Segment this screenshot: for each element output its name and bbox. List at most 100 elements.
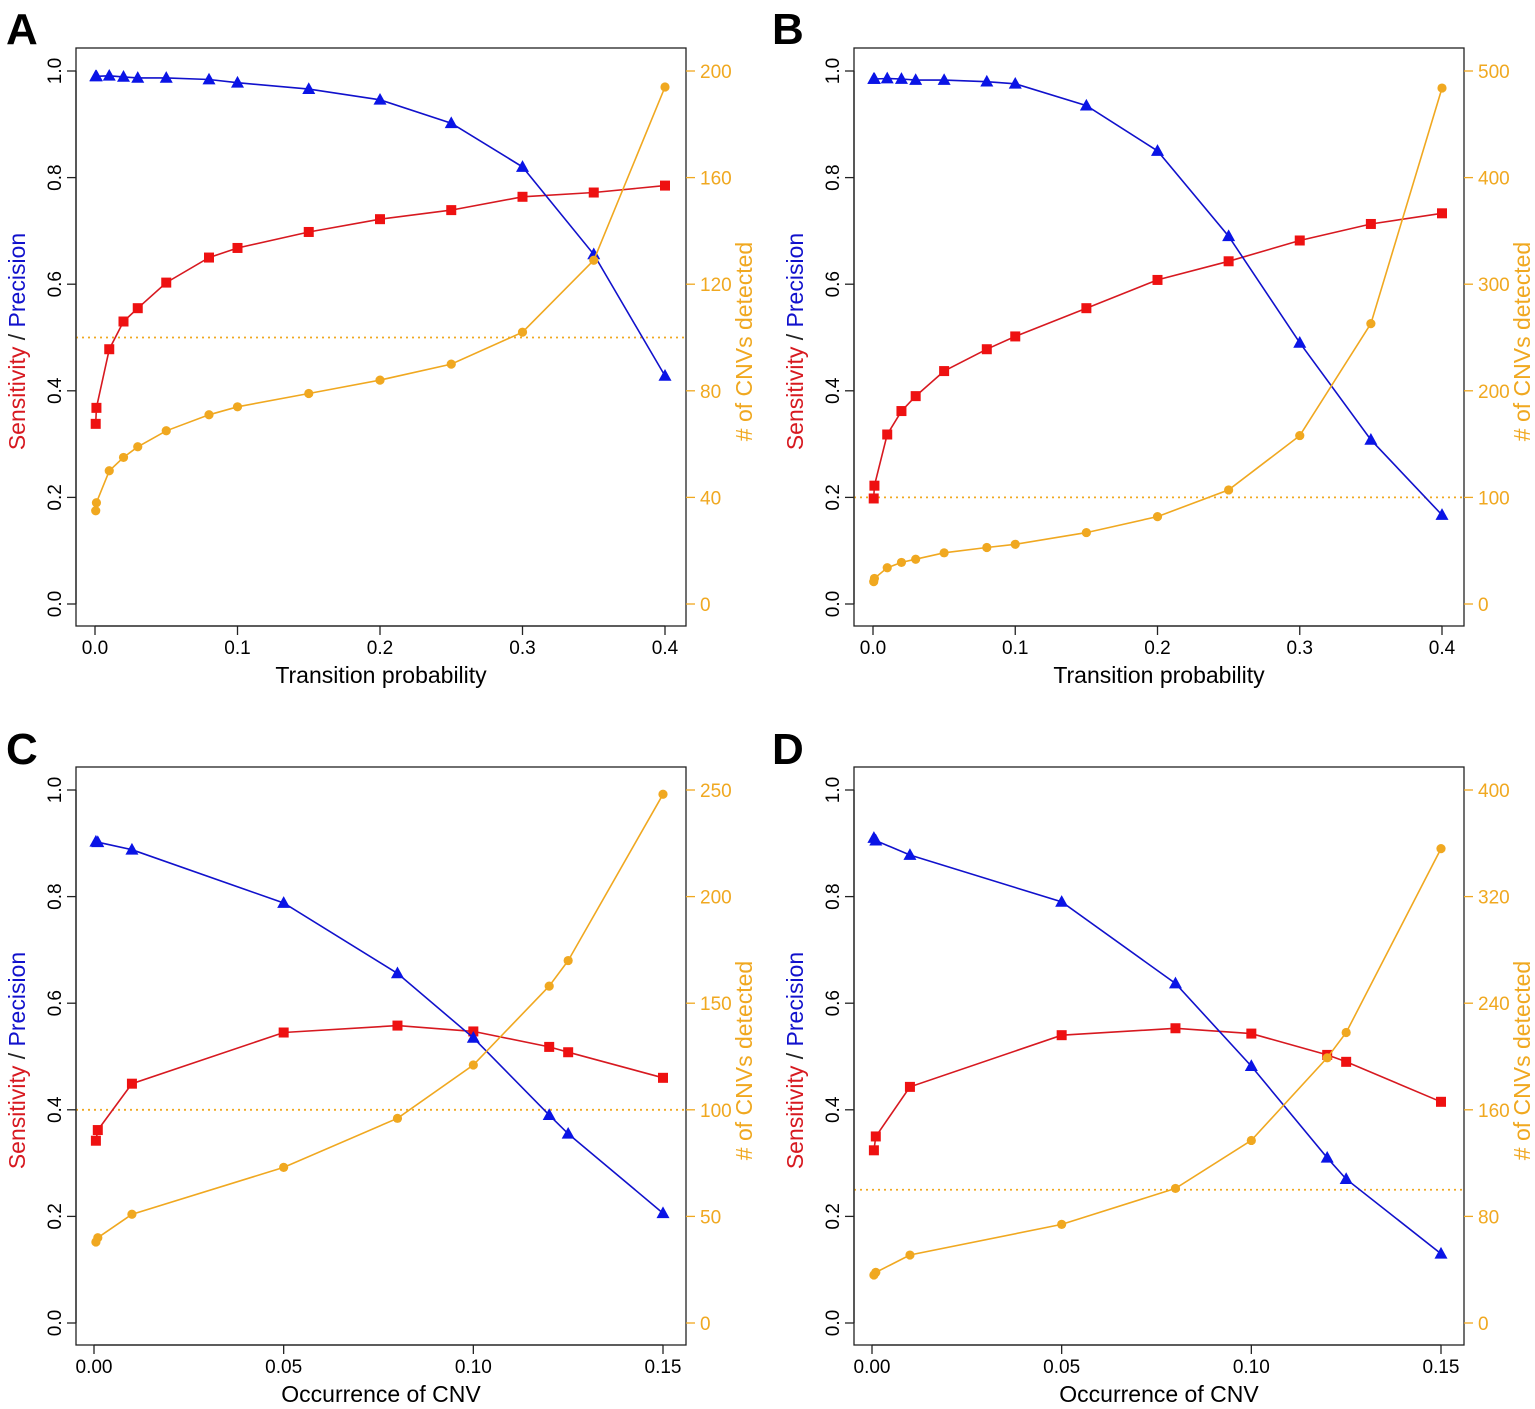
cnv-count-point — [304, 388, 314, 399]
precision-point — [656, 1206, 670, 1219]
right-y-tick-label: 120 — [700, 275, 732, 296]
sensitivity-point — [278, 1027, 289, 1038]
x-tick-label: 0.05 — [1043, 1357, 1080, 1378]
cnv-count-point — [869, 573, 880, 584]
left-y-tick-label: 0.6 — [45, 271, 66, 297]
sensitivity-point — [1436, 1096, 1446, 1107]
x-tick-label: 0.3 — [1287, 638, 1313, 659]
sensitivity-label: Sensitivity — [4, 1065, 30, 1169]
sensitivity-point — [1010, 331, 1021, 342]
cnv-count-series — [869, 844, 1446, 1280]
sensitivity-label: Sensitivity — [782, 346, 808, 450]
right-y-axis-title: # of CNVs detected — [1509, 961, 1535, 1160]
left-y-tick-label: 0.4 — [45, 377, 66, 404]
left-y-tick-label: 0.0 — [45, 1310, 66, 1336]
x-tick-label: 0.2 — [367, 638, 393, 659]
x-tick-label: 0.10 — [455, 1357, 492, 1378]
sensitivity-point — [118, 316, 129, 327]
axis-title-separator: / — [782, 1046, 808, 1065]
right-y-tick-label: 50 — [700, 1207, 721, 1228]
cnv-count-point — [896, 557, 907, 568]
sensitivity-point — [232, 242, 243, 253]
cnv-count-point — [1341, 1027, 1351, 1038]
precision-point — [980, 74, 994, 87]
precision-point — [159, 71, 173, 83]
left-y-tick-label: 1.0 — [45, 58, 66, 84]
right-y-tick-label: 0 — [700, 1314, 711, 1335]
precision-point — [390, 966, 404, 979]
precision-point — [91, 835, 105, 848]
precision-label: Precision — [782, 952, 808, 1047]
cnv-count-point — [544, 981, 554, 991]
precision-point — [937, 73, 951, 85]
x-tick-label: 0.10 — [1233, 1357, 1270, 1378]
sensitivity-point — [588, 187, 599, 198]
sensitivity-point — [1170, 1023, 1181, 1034]
right-y-tick-label: 200 — [700, 62, 732, 83]
panel-b: B 0.0 0.1 0.2 0.3 0.4 Transition probability 0.… — [772, 5, 1535, 688]
cnv-count-point — [563, 955, 573, 966]
precision-point — [516, 160, 529, 172]
cnv-count-point — [871, 1267, 881, 1277]
right-y-tick-label: 0 — [1478, 1314, 1489, 1335]
cnv-count-point — [911, 554, 921, 564]
cnv-count-point — [118, 452, 129, 463]
left-y-tick-label: 0.8 — [45, 883, 66, 909]
precision-point — [89, 69, 103, 82]
sensitivity-point — [90, 418, 101, 429]
precision-point — [373, 92, 387, 105]
sensitivity-point — [446, 205, 457, 216]
right-y-tick-label: 0 — [700, 595, 711, 616]
left-y-axis-title: Sensitivity / Precision — [782, 233, 808, 450]
sensitivity-point — [204, 252, 214, 263]
precision-point — [561, 1126, 575, 1139]
left-y-tick-label: 0.6 — [823, 271, 844, 297]
sensitivity-point — [869, 480, 880, 491]
left-y-tick-label: 0.8 — [823, 883, 844, 909]
precision-point — [1320, 1150, 1334, 1163]
sensitivity-point — [90, 1135, 101, 1146]
precision-point — [1244, 1059, 1258, 1071]
precision-point — [202, 72, 216, 85]
cnv-count-point — [1295, 430, 1305, 441]
left-y-tick-label: 1.0 — [823, 58, 844, 84]
precision-series — [867, 71, 1449, 520]
cnv-count-point — [1224, 485, 1234, 495]
cnv-count-point — [104, 466, 114, 476]
precision-point — [1168, 976, 1182, 989]
precision-point — [131, 71, 145, 83]
panel-c: C 0.00 0.05 0.10 0.15 Occurrence of CNV 0.0 0.2… — [4, 725, 757, 1407]
sensitivity-point — [904, 1081, 915, 1092]
left-y-tick-label: 0.2 — [45, 1203, 66, 1229]
right-y-axis-title: # of CNVs detected — [1509, 242, 1535, 441]
axis-title-separator: / — [782, 327, 808, 346]
sensitivity-series — [868, 1023, 1446, 1156]
right-y-axis-title: # of CNVs detected — [731, 961, 757, 1160]
right-y-tick-label: 250 — [700, 781, 732, 802]
right-y-tick-label: 400 — [1478, 169, 1510, 190]
x-tick-label: 0.3 — [509, 638, 535, 659]
precision-point — [903, 848, 917, 860]
sensitivity-point — [660, 180, 670, 191]
cnv-count-point — [660, 82, 670, 92]
right-y-tick-label: 160 — [1478, 1101, 1510, 1122]
x-tick-label: 0.15 — [645, 1357, 682, 1378]
cnv-count-point — [127, 1209, 137, 1219]
precision-point — [1151, 144, 1164, 156]
left-y-tick-label: 0.2 — [45, 484, 66, 510]
panel-label: C — [6, 725, 38, 774]
left-y-tick-label: 0.4 — [45, 1096, 66, 1123]
right-y-tick-label: 400 — [1478, 781, 1510, 802]
precision-label: Precision — [782, 233, 808, 328]
sensitivity-point — [132, 303, 143, 314]
right-y-tick-label: 80 — [700, 382, 721, 403]
precision-point — [1008, 76, 1022, 89]
cnv-count-point — [204, 410, 214, 420]
left-y-axis-title: Sensitivity / Precision — [782, 952, 808, 1169]
x-tick-label: 0.0 — [860, 638, 886, 659]
panel-a: A 0.0 0.1 0.2 0.3 0.4 Transition probability 0.… — [4, 5, 757, 688]
precision-point — [867, 72, 881, 84]
sensitivity-series — [90, 180, 670, 429]
